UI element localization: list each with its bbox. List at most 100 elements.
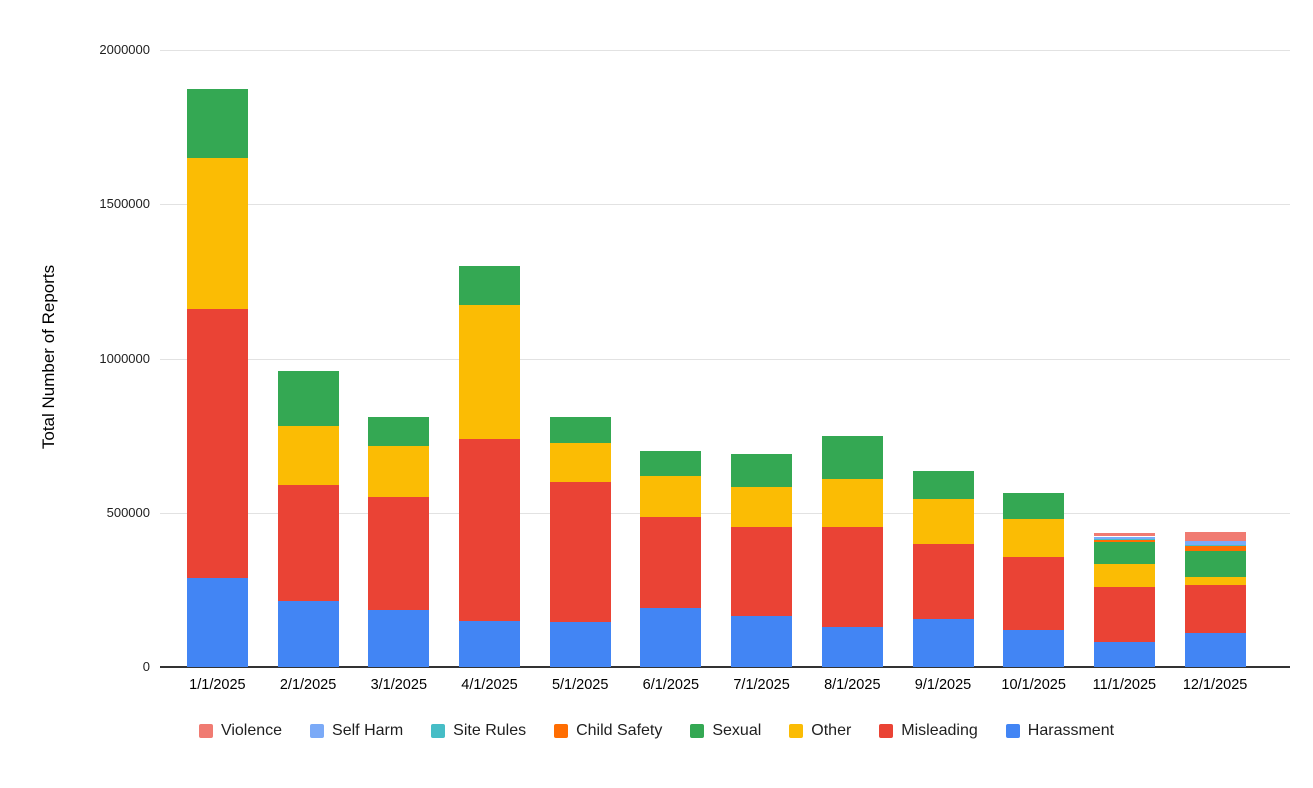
legend-label: Misleading: [901, 722, 978, 739]
legend-swatch-icon: [198, 724, 213, 738]
bar-segment-site-rules[interactable]: [1184, 545, 1246, 547]
legend-item-misleading[interactable]: Misleading: [879, 722, 978, 740]
bar-segment-other[interactable]: [1003, 518, 1065, 558]
legend-label: Sexual: [712, 722, 762, 739]
bar-segment-misleading[interactable]: [368, 497, 430, 610]
x-axis-line: [160, 666, 1290, 668]
bar-segment-misleading[interactable]: [821, 526, 883, 627]
bar-segment-harassment[interactable]: [1093, 642, 1155, 667]
bar-segment-harassment[interactable]: [912, 619, 974, 667]
bar-segment-other[interactable]: [731, 486, 793, 527]
bar-segment-sexual[interactable]: [368, 417, 430, 447]
gridline: [160, 204, 1290, 206]
bar-segment-other[interactable]: [186, 157, 248, 310]
x-axis-label: 9/1/2025: [914, 677, 972, 693]
x-axis-label: 6/1/2025: [642, 677, 700, 693]
bar-segment-sexual[interactable]: [1003, 492, 1065, 519]
bar-segment-sexual[interactable]: [1093, 541, 1155, 564]
legend-swatch-icon: [690, 724, 705, 738]
bar-segment-violence[interactable]: [1093, 532, 1155, 537]
bar-segment-harassment[interactable]: [186, 577, 248, 667]
bar-segment-harassment[interactable]: [459, 620, 520, 667]
x-axis-label: 2/1/2025: [279, 677, 337, 693]
bar-segment-misleading[interactable]: [549, 481, 611, 623]
legend-item-self-harm[interactable]: Self Harm: [310, 722, 403, 740]
bar-segment-sexual[interactable]: [821, 435, 883, 479]
bar-segment-other[interactable]: [459, 304, 520, 439]
bar-segment-harassment[interactable]: [1003, 629, 1065, 667]
bar-segment-harassment[interactable]: [640, 608, 702, 667]
legend-swatch-icon: [1005, 724, 1020, 738]
legend-item-harassment[interactable]: Harassment: [1005, 722, 1115, 740]
y-axis-tick-label: 1500000: [99, 196, 150, 212]
bar-segment-misleading[interactable]: [731, 526, 793, 617]
x-axis-label: 7/1/2025: [733, 677, 790, 693]
bar-segment-sexual[interactable]: [459, 265, 520, 305]
bar-segment-other[interactable]: [640, 475, 702, 518]
x-axis-label: 8/1/2025: [824, 677, 881, 693]
y-axis-tick-label: 1000000: [99, 350, 150, 366]
x-axis-label: 4/1/2025: [461, 677, 518, 693]
bar-segment-misleading[interactable]: [1184, 585, 1246, 634]
bar-segment-sexual[interactable]: [1184, 550, 1246, 577]
y-axis-tick-label: 0: [142, 659, 150, 674]
chart-legend: Violence Self Harm Site Rules Child Safety S…: [0, 722, 1313, 740]
bar-segment-sexual[interactable]: [731, 454, 793, 487]
legend-label: Harassment: [1027, 722, 1115, 739]
bar-segment-other[interactable]: [277, 426, 339, 485]
legend-label: Violence: [220, 722, 283, 739]
bar-segment-sexual[interactable]: [640, 451, 702, 476]
bar-segment-misleading[interactable]: [912, 543, 974, 620]
bar-segment-misleading[interactable]: [186, 309, 248, 578]
gridline: [160, 50, 1290, 51]
bar-segment-sexual[interactable]: [186, 88, 248, 158]
bar-segment-self-harm[interactable]: [1184, 540, 1246, 546]
gridline: [160, 358, 1290, 360]
legend-item-sexual[interactable]: Sexual: [690, 722, 761, 740]
bar-segment-site-rules[interactable]: [1093, 538, 1155, 540]
x-axis-label: 3/1/2025: [370, 677, 428, 693]
bar-segment-harassment[interactable]: [549, 622, 611, 667]
bar-segment-child-safety[interactable]: [1093, 539, 1155, 542]
legend-item-child-safety[interactable]: Child Safety: [554, 722, 662, 740]
x-axis-label: 5/1/2025: [551, 677, 609, 693]
bar-segment-other[interactable]: [368, 446, 430, 498]
x-axis-label: 10/1/2025: [1001, 677, 1066, 693]
legend-label: Other: [811, 722, 852, 739]
bar-segment-harassment[interactable]: [368, 609, 430, 667]
x-axis-label: 1/1/2025: [189, 677, 246, 693]
legend-label: Child Safety: [576, 722, 663, 739]
legend-swatch-icon: [310, 724, 325, 738]
bar-segment-misleading[interactable]: [1093, 586, 1155, 643]
bar-segment-violence[interactable]: [1184, 532, 1246, 541]
bar-segment-misleading[interactable]: [1003, 557, 1065, 630]
y-axis-tick-label: 500000: [106, 504, 150, 520]
bar-segment-other[interactable]: [1184, 576, 1246, 586]
bar-segment-misleading[interactable]: [640, 517, 702, 609]
bar-segment-sexual[interactable]: [912, 471, 974, 499]
legend-item-violence[interactable]: Violence: [198, 722, 283, 740]
bar-segment-other[interactable]: [912, 498, 974, 544]
legend-item-other[interactable]: Other: [789, 722, 851, 740]
x-axis-label: 12/1/2025: [1182, 677, 1248, 693]
bar-segment-other[interactable]: [821, 478, 883, 527]
bar-segment-self-harm[interactable]: [1093, 536, 1155, 539]
bar-segment-sexual[interactable]: [277, 370, 339, 427]
legend-item-site-rules[interactable]: Site Rules: [431, 722, 526, 740]
bar-segment-harassment[interactable]: [731, 616, 793, 667]
bar-segment-child-safety[interactable]: [1184, 546, 1246, 551]
bar-segment-harassment[interactable]: [821, 626, 883, 667]
x-axis-label: 11/1/2025: [1092, 677, 1157, 693]
legend-label: Self Harm: [332, 722, 404, 739]
bar-segment-sexual[interactable]: [549, 417, 611, 444]
bar-segment-misleading[interactable]: [277, 484, 339, 601]
bar-segment-other[interactable]: [549, 443, 611, 482]
bar-segment-other[interactable]: [1093, 563, 1155, 587]
legend-swatch-icon: [879, 724, 894, 738]
legend-swatch-icon: [431, 724, 446, 738]
bar-segment-misleading[interactable]: [459, 438, 520, 621]
bar-segment-harassment[interactable]: [1184, 633, 1246, 667]
legend-swatch-icon: [789, 724, 804, 738]
bar-segment-harassment[interactable]: [277, 600, 339, 667]
